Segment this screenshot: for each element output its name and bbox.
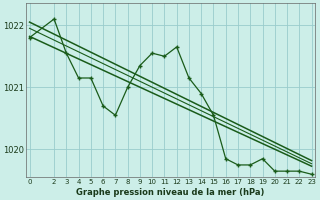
X-axis label: Graphe pression niveau de la mer (hPa): Graphe pression niveau de la mer (hPa) xyxy=(76,188,265,197)
